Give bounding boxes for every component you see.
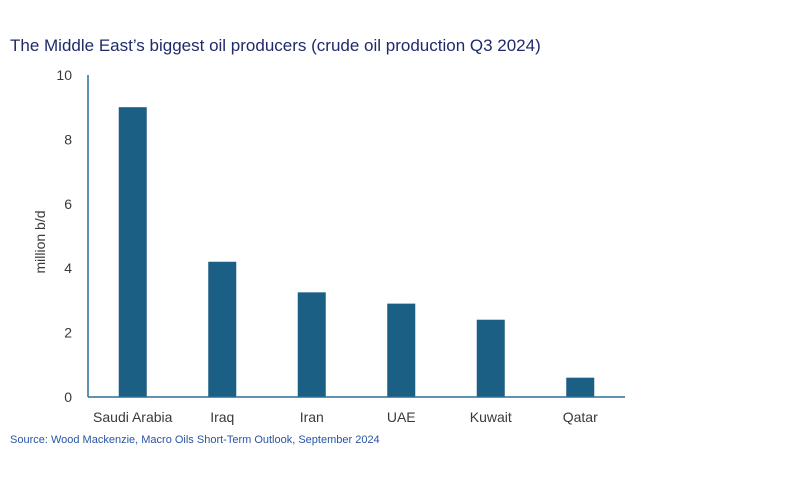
y-axis-ticks: 0 2 4 6 8 10 xyxy=(56,67,72,405)
y-axis-title: million b/d xyxy=(32,210,48,273)
x-tick-label: Kuwait xyxy=(470,409,512,425)
y-tick-label: 6 xyxy=(64,196,72,212)
bar-iraq xyxy=(208,261,237,397)
source-note: Source: Wood Mackenzie, Macro Oils Short… xyxy=(10,434,380,446)
y-tick-label: 4 xyxy=(64,260,72,276)
bar-iran xyxy=(297,292,326,397)
bars xyxy=(118,107,595,397)
bar-kuwait xyxy=(476,319,505,397)
y-tick-label: 2 xyxy=(64,325,72,341)
chart-title: The Middle East’s biggest oil producers … xyxy=(10,36,541,55)
x-tick-label: UAE xyxy=(387,409,416,425)
bar-saudi-arabia xyxy=(118,107,147,397)
bar-uae xyxy=(387,303,416,397)
x-tick-label: Iran xyxy=(300,409,324,425)
x-tick-label: Saudi Arabia xyxy=(93,409,173,425)
x-tick-label: Iraq xyxy=(210,409,234,425)
y-tick-label: 0 xyxy=(64,389,72,405)
y-tick-label: 10 xyxy=(56,67,72,83)
x-tick-label: Qatar xyxy=(563,409,598,425)
x-axis-labels: Saudi Arabia Iraq Iran UAE Kuwait Qatar xyxy=(93,409,598,425)
bar-qatar xyxy=(566,377,595,397)
y-tick-label: 8 xyxy=(64,131,72,147)
